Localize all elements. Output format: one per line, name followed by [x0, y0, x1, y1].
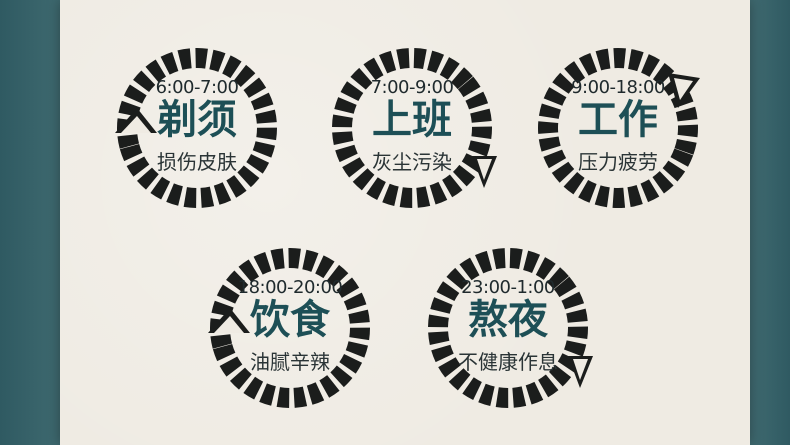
cycle-subtitle: 油腻辛辣: [250, 350, 330, 374]
cycle-arrow-ring-icon: [538, 48, 700, 208]
paper-panel: [60, 0, 750, 445]
cycle-arrow-ring-icon: [208, 248, 370, 408]
cycle-subtitle: 损伤皮肤: [157, 150, 237, 174]
cycle-title: 剃须: [157, 97, 237, 143]
cycle-title: 饮食: [250, 297, 330, 343]
cycle-arrow-ring-icon: [332, 48, 497, 208]
cycle-diet: 18:00-20:00 饮食 油腻辛辣: [200, 238, 380, 418]
cycle-time: 9:00-18:00: [571, 77, 665, 98]
cycle-time: 6:00-7:00: [155, 77, 239, 98]
cycle-arrow-ring-icon: [115, 48, 277, 208]
cycle-subtitle: 压力疲劳: [578, 150, 658, 174]
cycle-time: 7:00-9:00: [370, 77, 454, 98]
cycle-title: 熬夜: [468, 297, 548, 343]
cycle-time: 23:00-1:00: [461, 277, 555, 298]
cycle-subtitle: 灰尘污染: [372, 150, 452, 174]
cycle-title: 工作: [578, 97, 658, 143]
cycle-late-night: 23:00-1:00 熬夜 不健康作息: [418, 238, 598, 418]
cycle-title: 上班: [372, 97, 452, 143]
cycle-shaving: 6:00-7:00 剃须 损伤皮肤: [107, 38, 287, 218]
cycle-subtitle: 不健康作息: [458, 350, 558, 374]
cycle-commute: 7:00-9:00 上班 灰尘污染: [322, 38, 502, 218]
cycle-work: 9:00-18:00 工作 压力疲劳: [528, 38, 708, 218]
cycle-time: 18:00-20:00: [237, 277, 343, 298]
cycle-arrow-ring-icon: [428, 248, 593, 408]
